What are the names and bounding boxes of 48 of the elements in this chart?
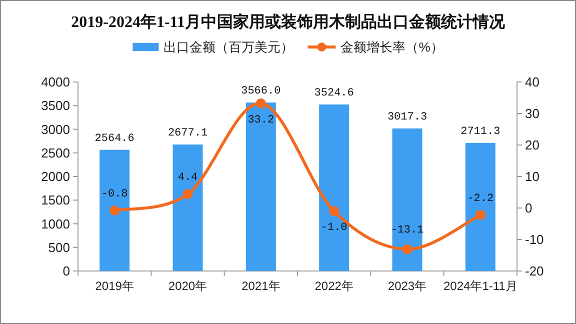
- y2-tick-label: 20: [525, 138, 540, 152]
- x-tick-label: 2023年: [388, 279, 427, 293]
- y2-tick-label: 0: [525, 200, 532, 216]
- bar: [465, 142, 496, 271]
- y-tick-label: 3000: [41, 122, 70, 137]
- data-label: 2711.3: [460, 126, 500, 138]
- x-tick-label: 2024年1-11月: [444, 279, 518, 293]
- bar: [100, 150, 130, 271]
- x-tick-label: 2021年: [242, 279, 280, 293]
- data-label: 3566.0: [241, 86, 281, 98]
- data-label: 3017.3: [387, 111, 428, 124]
- point: [475, 210, 486, 220]
- point: [182, 189, 193, 200]
- data-label: 3524.6: [314, 87, 354, 100]
- bar: [172, 144, 203, 271]
- data-label: 2564.6: [94, 132, 134, 145]
- y2-tick-label: 10: [525, 169, 540, 184]
- y-tick-label: 1500: [41, 192, 70, 208]
- point: [110, 206, 120, 216]
- y2-tick-label: -20: [525, 264, 544, 278]
- legend-label: 出口金额（百万美元）: [164, 40, 294, 54]
- y-tick-label: 2500: [41, 145, 70, 160]
- y-tick-label: 4000: [41, 74, 70, 90]
- point: [256, 98, 266, 108]
- point: [402, 244, 412, 254]
- x-tick-label: 2022年: [314, 279, 354, 293]
- data-label: -1.0: [320, 222, 348, 234]
- bar: [392, 128, 422, 271]
- y2-tick-label: -10: [525, 232, 544, 247]
- y-tick-label: 1000: [41, 216, 70, 232]
- bar: [319, 104, 350, 271]
- y2-tick-label: 40: [525, 74, 540, 90]
- data-label: -2.2: [467, 192, 494, 205]
- data-label: 2677.1: [168, 128, 208, 140]
- y-tick-label: 3500: [41, 98, 70, 114]
- data-label: 33.2: [248, 114, 274, 126]
- data-label: -0.8: [101, 188, 128, 201]
- chart-title: 2019-2024年1-11月中国家用或装饰用木制品出口金额统计情况: [71, 12, 506, 31]
- data-label: 4.4: [178, 172, 198, 184]
- x-tick-label: 2020年: [168, 279, 208, 293]
- y-tick-label: 2000: [41, 169, 70, 184]
- y-tick-label: 0: [62, 264, 70, 278]
- legend-label: 金额增长率（%）: [340, 40, 444, 54]
- x-tick-label: 2019年: [95, 279, 134, 293]
- point: [329, 206, 340, 216]
- y2-tick-label: 30: [525, 106, 540, 121]
- y-tick-label: 500: [48, 240, 70, 255]
- bar: [246, 102, 276, 271]
